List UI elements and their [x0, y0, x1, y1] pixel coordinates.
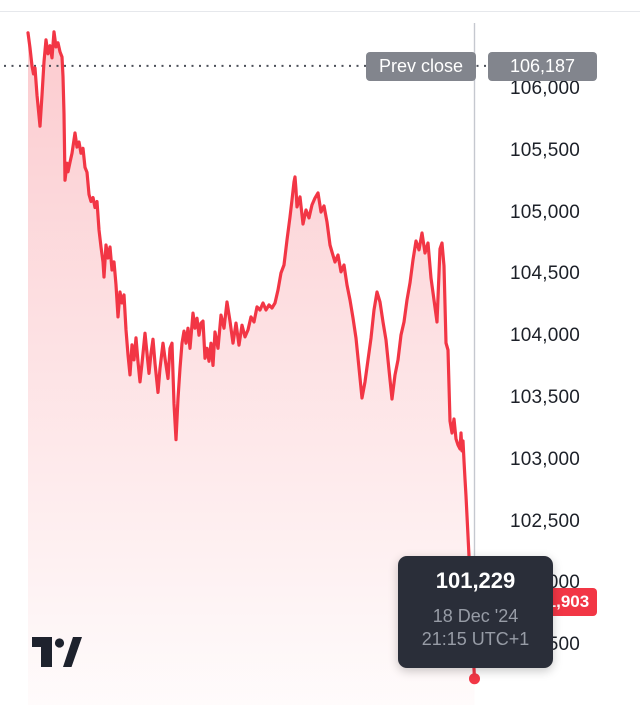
prev-close-value-badge: 106,187: [488, 52, 597, 81]
tooltip-price: 101,229: [435, 568, 516, 593]
y-axis-label: 106,000: [509, 78, 581, 99]
top-border: [0, 11, 640, 12]
y-axis-label: 103,000: [509, 448, 581, 470]
y-axis-label: 104,000: [509, 325, 581, 347]
y-axis-label: 105,500: [509, 139, 581, 161]
logo-bar-shape: [32, 637, 52, 667]
price-axis[interactable]: 106,000 105,500 105,000 104,500 104,000 103,5…: [490, 0, 640, 705]
y-axis-label: 104,500: [509, 263, 581, 285]
tooltip-date: 18 Dec '24: [432, 606, 519, 626]
logo-slash-shape: [63, 637, 82, 667]
area-fill: [28, 31, 475, 705]
logo-dot-shape: [54, 638, 65, 648]
y-axis-label: 103,500: [509, 387, 581, 408]
prev-close-label-badge: Prev close: [366, 52, 476, 81]
y-axis-label: 102,500: [509, 510, 581, 532]
y-axis-label: 105,000: [509, 201, 581, 223]
last-price-dot[interactable]: [469, 673, 480, 685]
tradingview-logo[interactable]: [32, 637, 82, 667]
price-line: [26, 30, 477, 681]
crosshair-tooltip: 101,229 18 Dec '24 21:15 UTC+1: [398, 556, 553, 668]
tooltip-time: 21:15 UTC+1: [421, 629, 530, 649]
